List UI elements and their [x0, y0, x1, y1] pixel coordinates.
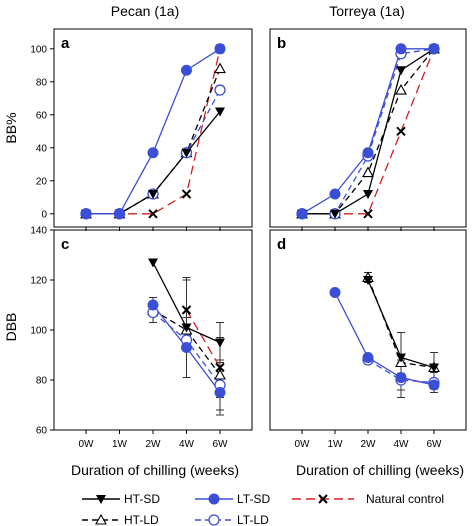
x-tick-label: 1W [112, 439, 128, 450]
y-tick-label: 20 [36, 176, 48, 187]
data-point-lt-ld [214, 84, 226, 96]
x-tick-label: 2W [146, 439, 162, 450]
panel-label-d: d [277, 236, 286, 253]
series-line-lt-sd [334, 292, 435, 386]
data-point-lt-sd [329, 188, 341, 200]
y-tick-label: 40 [36, 143, 48, 154]
data-point-lt-sd [428, 43, 440, 55]
panel-frames: a 0 20 40 60 80 100 b c 60 80 100 120 140 0W 1W 2W 4W 6W d 0… [30, 28, 467, 450]
panel-frame-d [269, 229, 467, 431]
y-tick-label: 100 [30, 326, 47, 337]
legend-label-nc: Natural control [366, 492, 444, 506]
legend-label-lt-sd: LT-SD [237, 492, 270, 506]
y-tick-label: 0 [41, 209, 47, 220]
data-point-ht-sd [148, 258, 158, 268]
series-line-ht-ld [152, 309, 221, 376]
legend-marker-nc [318, 494, 328, 504]
x-tick-label: 6W [427, 439, 443, 450]
data-point-ht-sd [396, 353, 406, 363]
y-tick-label: 120 [30, 276, 47, 287]
data-point-nc [396, 126, 406, 137]
data-point-lt-sd [147, 147, 159, 159]
x-tick-label: 0W [295, 439, 311, 450]
data-point-lt-sd [181, 342, 192, 353]
x-tick-label: 2W [361, 439, 377, 450]
data-point-lt-sd [395, 372, 407, 383]
series-line-lt-ld [367, 359, 435, 384]
series-line-ht-ld [302, 48, 435, 215]
data-point-lt-sd [147, 299, 159, 311]
column-title-pecan: Pecan (1a) [111, 3, 179, 19]
data-point-nc [215, 362, 225, 373]
data-point-ht-ld [395, 83, 407, 95]
data-point-ht-ld [214, 368, 226, 380]
column-title-torreya: Torreya (1a) [329, 3, 404, 19]
data-point-ht-sd [148, 190, 158, 199]
legend-marker-ht-sd [96, 495, 106, 504]
data-point-ht-sd [429, 363, 439, 373]
y-tick-label: 60 [36, 426, 48, 437]
data-point-nc [363, 209, 373, 219]
panel-label-b: b [277, 35, 286, 52]
legend-marker-ht-ld [95, 513, 107, 525]
data-point-lt-sd [214, 387, 226, 398]
data-point-ht-sd [330, 209, 340, 219]
y-tick-label: 80 [36, 77, 48, 88]
data-point-ht-sd [396, 66, 406, 76]
y-tick-label: 100 [30, 44, 47, 55]
x-tick-label: 6W [213, 439, 229, 450]
y-tick-label: 80 [36, 376, 48, 387]
data-point-ht-sd [363, 190, 373, 199]
panel-label-c: c [61, 236, 69, 253]
data-point-ht-sd [215, 338, 225, 348]
x-tick-label: 0W [79, 439, 95, 450]
legend: HT-SD LT-SD Natural control HT-LD LT-LD [82, 492, 444, 526]
data-point-nc [148, 209, 158, 219]
data-point-lt-sd [80, 208, 92, 220]
x-tick-label: 4W [394, 439, 410, 450]
series-line-nc [185, 309, 221, 368]
data-point-ht-sd [215, 107, 225, 117]
chart-labels: Pecan (1a) Torreya (1a) BB% DBB Duration… [3, 3, 464, 478]
data-point-lt-sd [296, 208, 308, 220]
x-tick-label: 1W [328, 439, 344, 450]
legend-marker-lt-ld [208, 514, 220, 526]
data-point-nc [181, 189, 192, 199]
data-point-lt-sd [395, 43, 407, 55]
y-axis-label-bb: BB% [3, 112, 19, 143]
x-tick-label: 4W [179, 439, 195, 450]
data-point-ht-sd [181, 148, 192, 158]
y-tick-label: 60 [36, 110, 48, 121]
legend-label-ht-ld: HT-LD [124, 513, 159, 526]
x-axis-label-left: Duration of chilling (weeks) [71, 462, 239, 478]
data-point-lt-sd [428, 379, 440, 391]
data-point-nc [181, 305, 192, 315]
x-axis-label-right: Duration of chilling (weeks) [296, 462, 464, 478]
data-point-lt-sd [214, 43, 226, 55]
data-point-lt-sd [329, 287, 341, 298]
data-point-ht-ld [362, 166, 374, 178]
data-point-lt-sd [362, 147, 374, 159]
y-tick-label: 140 [30, 226, 47, 237]
legend-marker-lt-sd [208, 493, 220, 505]
data-point-ht-sd [363, 276, 373, 285]
data-point-ht-sd [181, 323, 192, 333]
legend-label-ht-sd: HT-SD [124, 492, 160, 506]
data-point-lt-sd [114, 208, 125, 220]
data-point-lt-sd [362, 352, 374, 363]
y-axis-label-dbb: DBB [3, 313, 19, 342]
legend-label-lt-ld: LT-LD [237, 513, 269, 526]
panel-label-a: a [61, 35, 70, 52]
series-lines [80, 42, 440, 416]
data-point-ht-ld [214, 62, 226, 74]
data-point-lt-sd [181, 64, 192, 76]
